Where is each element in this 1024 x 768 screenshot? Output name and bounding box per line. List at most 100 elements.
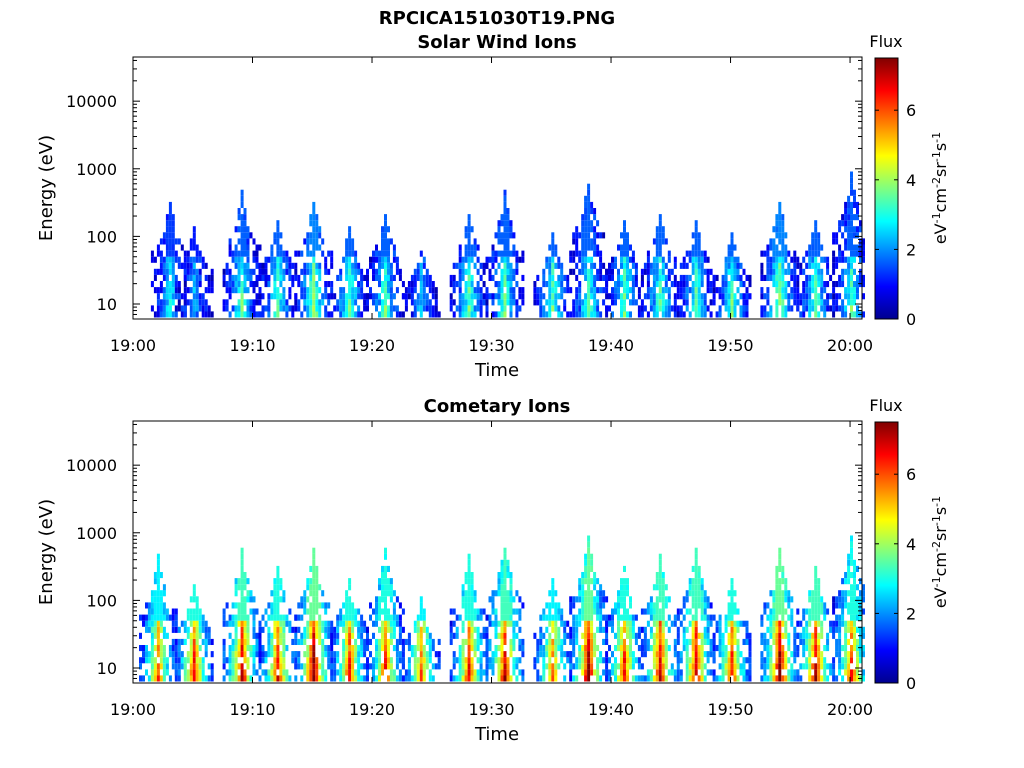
heatmap-cell (847, 281, 851, 288)
heatmap-cell (658, 675, 662, 682)
heatmap-cell (623, 602, 626, 609)
heatmap-cell (578, 281, 582, 288)
heatmap-cell (503, 578, 507, 585)
heatmap-cell (620, 675, 623, 682)
heatmap-cell (557, 281, 561, 288)
heatmap-cell (159, 596, 163, 603)
heatmap-cell (500, 268, 504, 275)
heatmap-cell (312, 250, 316, 257)
heatmap-cell (282, 274, 286, 281)
heatmap-cell (835, 299, 839, 306)
heatmap-cell (240, 232, 244, 239)
heatmap-cell (162, 651, 166, 658)
heatmap-cell (521, 638, 525, 645)
heatmap-cell (817, 645, 821, 652)
heatmap-cell (679, 274, 683, 281)
heatmap-cell (434, 311, 438, 318)
heatmap-cell (458, 274, 462, 281)
burst-3 (258, 220, 298, 318)
heatmap-cell (294, 651, 298, 658)
heatmap-cell (509, 293, 513, 300)
heatmap-cell (533, 299, 537, 306)
heatmap-cell (691, 620, 695, 627)
heatmap-cell (784, 663, 788, 670)
heatmap-cell (500, 675, 504, 682)
heatmap-cell (760, 287, 764, 294)
heatmap-cell (467, 232, 471, 239)
heatmap-cell (354, 657, 358, 664)
heatmap-cell (279, 675, 283, 682)
heatmap-cell (832, 608, 836, 615)
heatmap-cell (324, 311, 328, 318)
heatmap-cell (646, 669, 650, 676)
heatmap-cell (608, 274, 611, 281)
heatmap-cell (667, 311, 671, 318)
heatmap-cell (575, 293, 579, 300)
heatmap-cell (802, 268, 806, 275)
heatmap-cell (309, 620, 313, 627)
heatmap-cell (844, 268, 848, 275)
heatmap-cell (853, 638, 856, 645)
heatmap-cell (276, 250, 280, 257)
heatmap-cell (862, 669, 865, 676)
heatmap-cell (838, 274, 842, 281)
heatmap-cell (545, 663, 549, 670)
heatmap-cell (700, 584, 704, 591)
heatmap-cell (661, 638, 665, 645)
heatmap-cell (276, 584, 280, 591)
heatmap-cell (772, 590, 776, 597)
heatmap-cell (246, 244, 250, 251)
heatmap-cell (348, 596, 352, 603)
heatmap-cell (793, 274, 797, 281)
heatmap-cell (670, 305, 674, 312)
heatmap-cell (655, 572, 659, 579)
heatmap-cell (521, 299, 525, 306)
heatmap-cell (775, 578, 779, 585)
heatmap-cell (470, 256, 474, 263)
heatmap-cell (470, 632, 474, 639)
heatmap-cell (587, 201, 591, 208)
heatmap-cell (611, 274, 614, 281)
heatmap-cell (742, 620, 746, 627)
heatmap-cell (593, 669, 597, 676)
heatmap-cell (814, 287, 818, 294)
heatmap-cell (629, 645, 632, 652)
heatmap-cell (766, 268, 770, 275)
heatmap-cell (727, 675, 731, 682)
heatmap-cell (464, 226, 468, 233)
heatmap-cell (769, 632, 773, 639)
heatmap-cell (357, 669, 361, 676)
heatmap-cell (428, 638, 432, 645)
heatmap-cell (578, 305, 582, 312)
burst-4 (294, 547, 334, 682)
heatmap-cell (769, 590, 773, 597)
heatmap-cell (634, 632, 638, 639)
heatmap-cell (389, 299, 393, 306)
heatmap-cell (156, 651, 160, 658)
heatmap-cell (557, 645, 561, 652)
heatmap-cell (793, 638, 797, 645)
heatmap-cell (363, 305, 367, 312)
heatmap-cell (494, 620, 498, 627)
heatmap-cell (733, 311, 737, 318)
heatmap-cell (261, 293, 265, 300)
heatmap-cell (303, 626, 307, 633)
heatmap-cell (634, 299, 638, 306)
heatmap-cell (560, 638, 564, 645)
heatmap-cell (548, 651, 552, 658)
heatmap-cell (581, 244, 585, 251)
heatmap-cell (375, 596, 378, 603)
heatmap-cell (506, 244, 510, 251)
heatmap-cell (766, 299, 770, 306)
heatmap-cell (581, 608, 585, 615)
heatmap-cell (772, 274, 776, 281)
heatmap-cell (369, 614, 372, 621)
heatmap-cell (375, 602, 378, 609)
heatmap-cell (835, 238, 839, 245)
heatmap-cell (724, 614, 728, 621)
heatmap-cell (596, 220, 600, 227)
heatmap-cell (769, 305, 773, 312)
heatmap-cell (778, 250, 782, 257)
heatmap-cell (258, 274, 262, 281)
heatmap-cell (581, 299, 585, 306)
